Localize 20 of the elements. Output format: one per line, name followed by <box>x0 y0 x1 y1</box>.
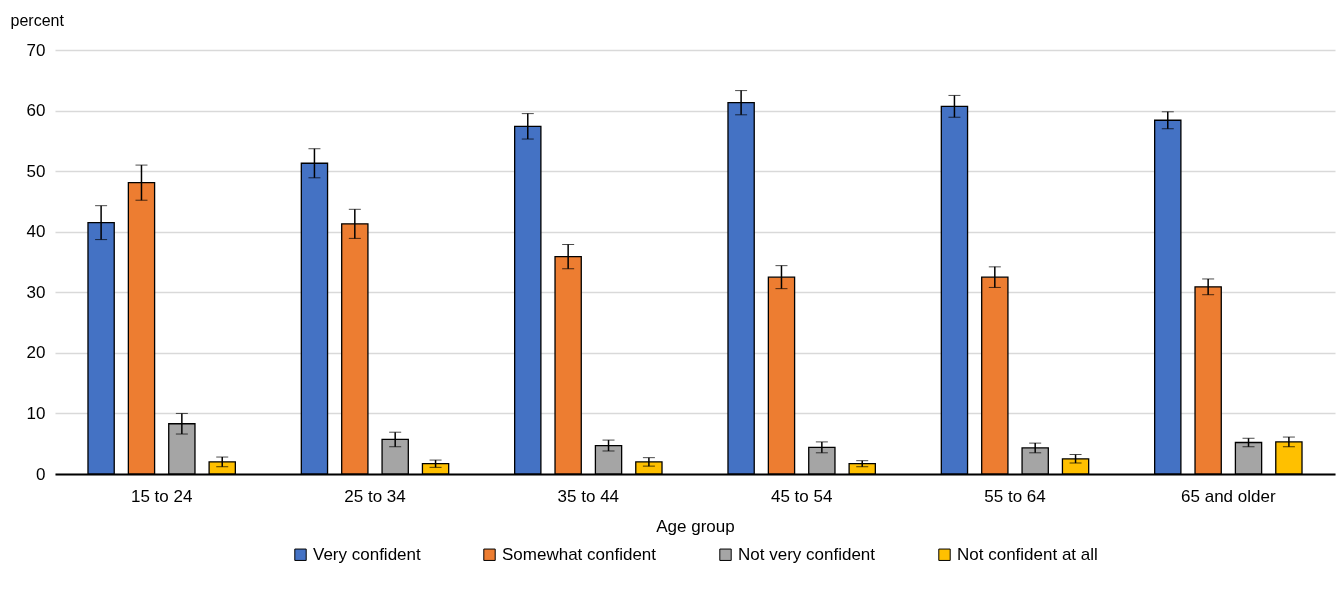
x-tick-label: 15 to 24 <box>130 486 193 506</box>
y-tick-label: 50 <box>26 161 46 181</box>
x-tick-label: 25 to 34 <box>344 486 406 506</box>
legend-label: Somewhat confident <box>502 544 657 564</box>
y-tick-label: 70 <box>26 40 46 60</box>
legend-label: Very confident <box>313 544 422 564</box>
y-tick-label: 30 <box>26 282 46 302</box>
x-tick-label: 55 to 64 <box>984 486 1046 506</box>
x-tick-label: 35 to 44 <box>557 486 620 506</box>
legend-label: Not very confident <box>738 544 876 564</box>
y-tick-label: 60 <box>26 101 46 121</box>
y-tick-label: 40 <box>26 222 46 242</box>
x-tick-label: 45 to 54 <box>770 486 833 506</box>
y-tick-label: 0 <box>36 464 46 484</box>
y-tick-label: 10 <box>26 403 46 423</box>
x-axis-title: Age group <box>656 516 735 536</box>
y-axis-title: percent <box>10 11 65 29</box>
legend-label: Not confident at all <box>957 544 1098 564</box>
y-tick-label: 20 <box>26 343 46 363</box>
x-tick-label: 65 and older <box>1181 486 1276 506</box>
